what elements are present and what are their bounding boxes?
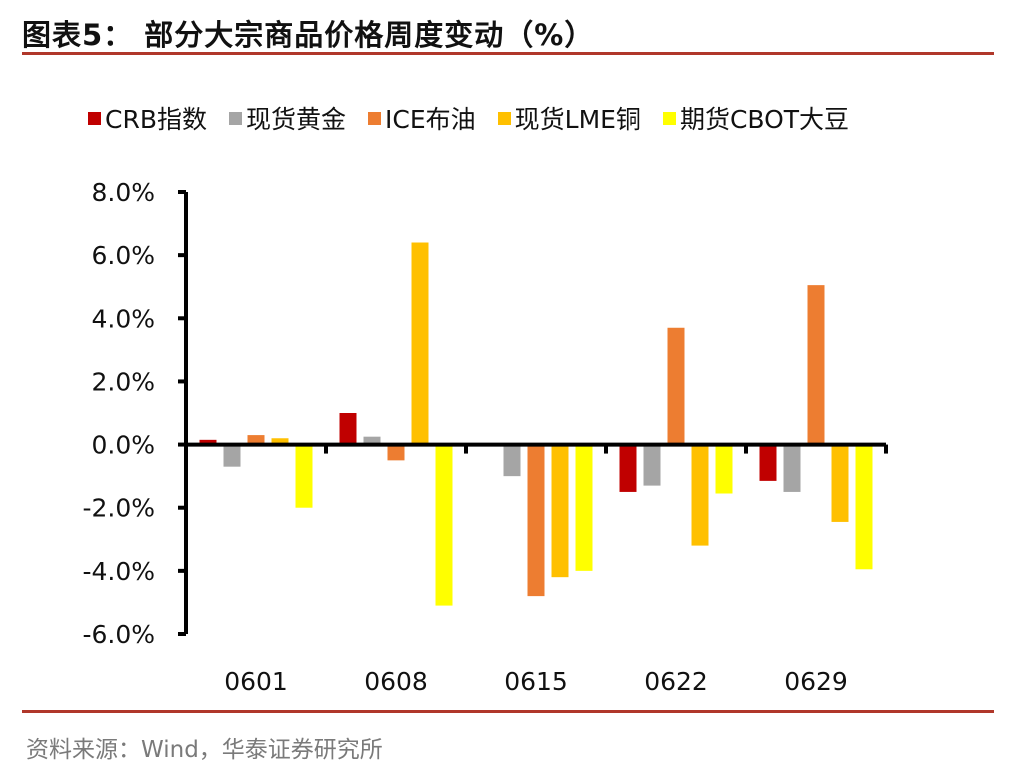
legend-swatch-icon <box>368 111 381 125</box>
bar-0629-4 <box>855 444 873 570</box>
bar-0608-4 <box>435 444 453 606</box>
bar-0622-2 <box>667 327 685 445</box>
bar-0615-1 <box>503 444 521 477</box>
legend-item-soybean: 期货CBOT大豆 <box>662 100 850 136</box>
bar-0601-0 <box>199 439 217 445</box>
legend-label: 现货LME铜 <box>514 105 641 134</box>
legend-label: ICE布油 <box>385 105 476 134</box>
bar-0622-0 <box>619 444 637 492</box>
legend: CRB指数 现货黄金 ICE布油 现货LME铜 期货CBOT大豆 <box>88 100 871 136</box>
legend-label: 期货CBOT大豆 <box>679 105 850 134</box>
y-tick-label: 6.0% <box>91 241 155 270</box>
source-note: 资料来源：Wind，华泰证券研究所 <box>26 737 383 763</box>
bars-layer <box>199 242 873 606</box>
legend-item-crb: CRB指数 <box>88 100 207 136</box>
footer-divider <box>22 710 994 713</box>
x-tick-label: 0622 <box>644 667 708 696</box>
legend-swatch-icon <box>497 111 511 125</box>
legend-item-brent: ICE布油 <box>368 100 476 136</box>
legend-swatch-icon <box>228 111 242 125</box>
bar-0608-2 <box>387 444 405 461</box>
bar-0601-3 <box>271 438 289 445</box>
y-tick-label: 2.0% <box>91 367 155 396</box>
x-tick-label: 0601 <box>224 667 288 696</box>
bar-0622-4 <box>715 444 733 494</box>
bar-0615-4 <box>575 444 593 571</box>
legend-label: CRB指数 <box>105 105 207 134</box>
legend-swatch-icon <box>88 111 101 125</box>
y-tick-label: 0.0% <box>91 431 155 460</box>
bar-0629-2 <box>807 285 825 445</box>
y-tick-label: 8.0% <box>91 178 155 207</box>
bar-0629-1 <box>783 444 801 492</box>
y-tick-label: -2.0% <box>82 494 155 523</box>
y-tick-label: 4.0% <box>91 304 155 333</box>
x-tick-label: 0608 <box>364 667 428 696</box>
legend-item-copper: 现货LME铜 <box>497 100 641 136</box>
title-divider <box>22 52 994 55</box>
y-tick-label: -6.0% <box>82 620 155 649</box>
bar-0615-3 <box>551 444 569 578</box>
bar-0601-1 <box>223 444 241 467</box>
bar-0622-3 <box>691 444 709 546</box>
bar-0608-0 <box>339 413 357 445</box>
bar-0629-0 <box>759 444 777 481</box>
bar-0629-3 <box>831 444 849 522</box>
axes-layer: 0601 0608 0615 0622 0629 8.0% 6.0% 4.0% 2.0% 0.0%… <box>82 178 888 696</box>
legend-item-gold: 现货黄金 <box>228 100 346 136</box>
bar-0608-3 <box>411 242 429 445</box>
legend-label: 现货黄金 <box>245 105 346 134</box>
bar-0608-1 <box>363 436 381 445</box>
bar-0601-4 <box>295 444 313 508</box>
y-tick-label: -4.0% <box>82 557 155 586</box>
x-tick-label: 0615 <box>504 667 568 696</box>
legend-swatch-icon <box>662 111 676 125</box>
bar-0601-2 <box>247 435 265 445</box>
bar-0615-2 <box>527 444 545 597</box>
x-tick-label: 0629 <box>784 667 848 696</box>
chart-title: 图表5： 部分大宗商品价格周度变动（%） <box>22 18 595 52</box>
bar-0622-1 <box>643 444 661 486</box>
